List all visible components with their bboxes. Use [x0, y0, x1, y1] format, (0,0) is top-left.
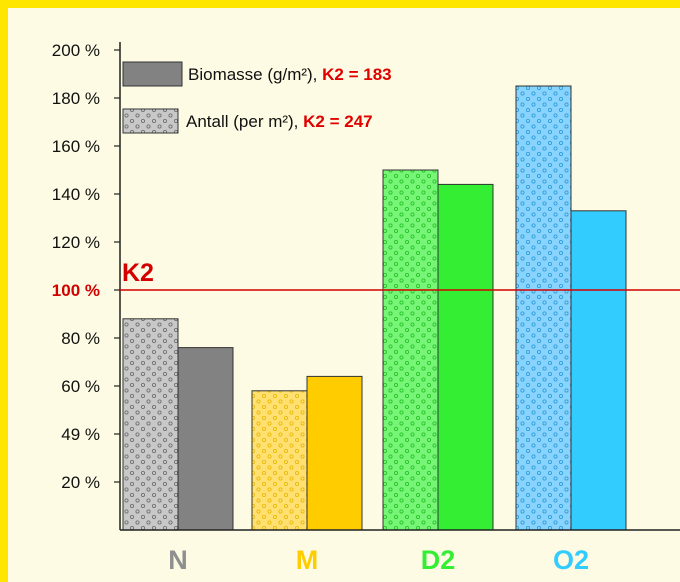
reference-line-label: K2: [122, 259, 154, 287]
bar-n-antall: [122, 318, 179, 531]
y-tick-label: 49 %: [61, 425, 100, 444]
y-tick-label: 160 %: [52, 137, 100, 156]
legend-item-antall: Antall (per m²), K2 = 247: [186, 112, 373, 131]
y-tick-label: 60 %: [61, 377, 100, 396]
bar-chart: 200 % 180 % 160 % 140 % 120 % 100 % 80 % 60 % 49…: [52, 41, 680, 575]
legend-swatch-solid: [122, 61, 183, 87]
bars-layer: [122, 85, 627, 531]
y-tick-label: 180 %: [52, 89, 100, 108]
legend: Biomasse (g/m²), K2 = 183 Antall (per m²…: [122, 61, 392, 134]
category-label-o2: O2: [553, 545, 589, 575]
y-tick-label: 100 %: [52, 281, 100, 300]
legend-item-biomasse: Biomasse (g/m²), K2 = 183: [188, 65, 392, 84]
chart-frame: 200 % 180 % 160 % 140 % 120 % 100 % 80 % 60 % 49…: [8, 8, 680, 582]
category-label-m: M: [296, 545, 319, 575]
y-tick-label: 20 %: [61, 473, 100, 492]
y-tick-label: 140 %: [52, 185, 100, 204]
legend-k2-antall: K2 = 247: [303, 112, 372, 131]
category-labels: N M D2 O2: [168, 545, 589, 575]
y-tick-label: 200 %: [52, 41, 100, 60]
legend-swatch-dotted: [122, 108, 179, 134]
bar-m-antall: [251, 390, 308, 531]
bar-d2-biomasse: [437, 183, 494, 531]
legend-text-biomasse: Biomasse (g/m²),: [188, 65, 322, 84]
bar-m-biomasse: [306, 375, 363, 531]
category-label-n: N: [168, 545, 188, 575]
legend-text-antall: Antall (per m²),: [186, 112, 303, 131]
y-tick-label: 80 %: [61, 329, 100, 348]
bar-n-biomasse: [177, 347, 234, 531]
bar-o2-antall: [515, 85, 572, 531]
bar-o2-biomasse: [570, 210, 627, 531]
category-label-d2: D2: [421, 545, 456, 575]
legend-k2-biomasse: K2 = 183: [322, 65, 391, 84]
y-ticks: 200 % 180 % 160 % 140 % 120 % 100 % 80 % 60 % 49…: [52, 41, 120, 492]
bar-d2-antall: [382, 169, 439, 531]
y-tick-label: 120 %: [52, 233, 100, 252]
